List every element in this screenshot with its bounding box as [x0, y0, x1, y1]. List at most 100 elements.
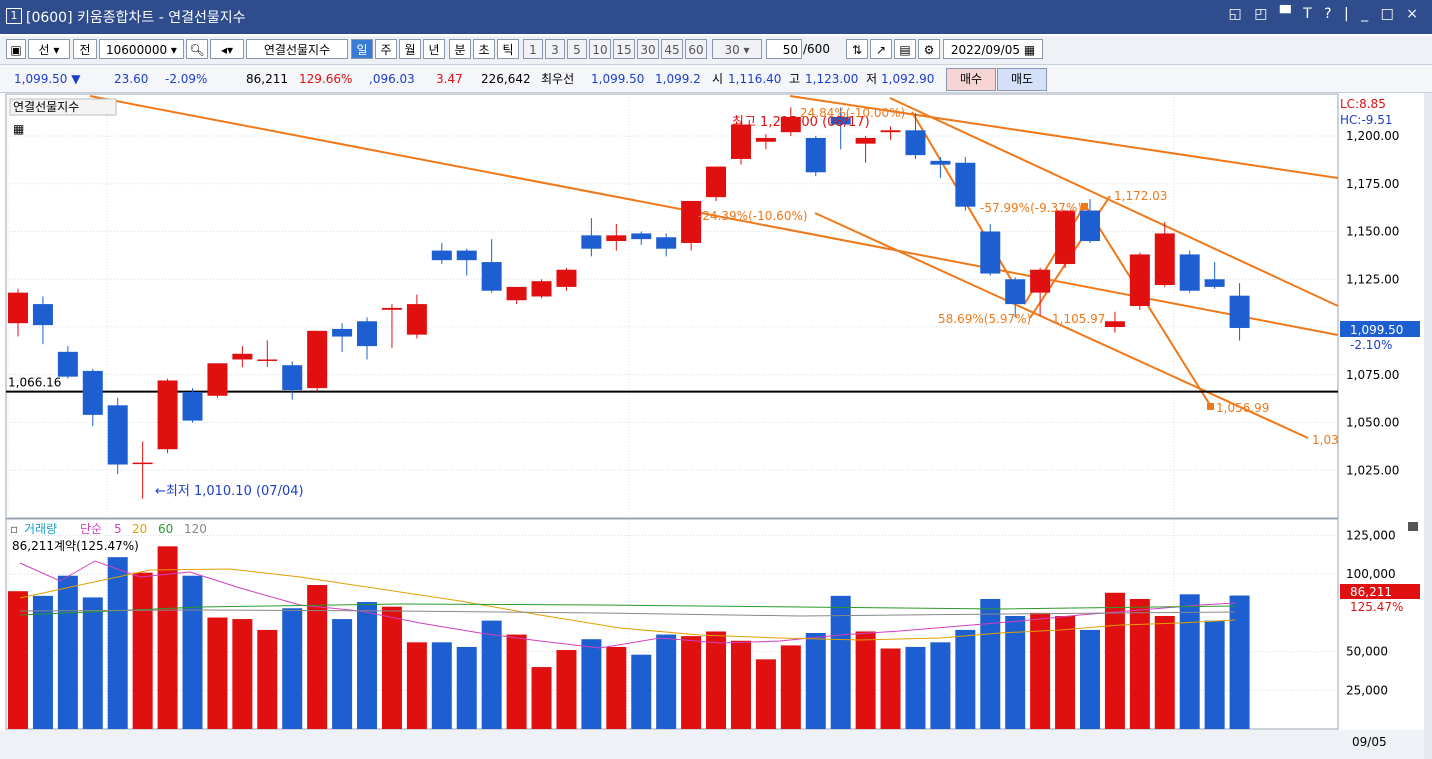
name-field[interactable]: 연결선물지수: [246, 39, 348, 59]
kind-label: 선: [38, 43, 50, 57]
interval-15[interactable]: 15: [613, 39, 635, 59]
max-label: 최고 1,215.00 (08/17): [732, 115, 870, 130]
candle-body: [431, 250, 452, 261]
volume-bar: [357, 602, 378, 729]
volume-bar: [182, 575, 203, 729]
volume-bar: [157, 546, 178, 729]
annotation-2: -24.39%(-10.60%): [698, 209, 808, 223]
save-icon[interactable]: ▤: [894, 39, 916, 59]
interval-60[interactable]: 60: [685, 39, 707, 59]
chart-type-icon[interactable]: ▣: [6, 39, 26, 59]
volume-bar: [730, 640, 751, 729]
right-date-label: 09/05: [1352, 735, 1387, 749]
speaker-icon[interactable]: ◂▾: [210, 39, 244, 59]
volume-bar: [1229, 595, 1250, 729]
search-icon[interactable]: 🔍︎: [186, 39, 208, 59]
tab-year[interactable]: 년: [423, 39, 445, 59]
vertical-scrollbar[interactable]: [1424, 93, 1432, 759]
volume-bar: [531, 667, 552, 729]
candle-body: [955, 162, 976, 207]
current-price-box: [1340, 321, 1420, 337]
candle-body: [706, 166, 727, 198]
value-2: ,096.03: [369, 72, 415, 86]
draw-tool-icon[interactable]: ↗: [870, 39, 892, 59]
table-icon[interactable]: ▦: [13, 122, 24, 136]
volume-tick-label: 100,000: [1346, 567, 1396, 581]
volume-bar: [1129, 598, 1150, 729]
volume-bar: [257, 629, 278, 729]
window-number-icon: 1: [6, 8, 22, 24]
candle-body: [157, 380, 178, 450]
current-pct-label: -2.10%: [1350, 338, 1392, 352]
annotation-7: 1,056.99: [1216, 401, 1269, 415]
pane-close-icon[interactable]: [1408, 522, 1418, 531]
reference-line-label: 1,066.16: [8, 376, 61, 390]
volume-bar: [905, 646, 926, 729]
volume-bar: [1204, 620, 1225, 729]
candle-body: [780, 116, 801, 133]
interval-select[interactable]: 30 ▾: [712, 39, 762, 59]
gear-icon[interactable]: ⚙: [918, 39, 940, 59]
volume-bar: [132, 572, 153, 729]
volume-bar: [556, 650, 577, 729]
interval-3[interactable]: 3: [545, 39, 565, 59]
volume-bar: [1005, 615, 1026, 729]
prev-button[interactable]: 전: [73, 39, 97, 59]
candle-body: [232, 353, 253, 360]
candle-body: [855, 137, 876, 144]
volume-bar: [755, 659, 776, 729]
volume-bar: [32, 595, 53, 729]
volume-bar: [930, 642, 951, 729]
interval-10[interactable]: 10: [589, 39, 611, 59]
sell-button[interactable]: 매도: [997, 68, 1047, 91]
volume-pane-icon[interactable]: ▫: [10, 522, 18, 536]
trendline-channel-top: [889, 97, 1339, 307]
window-controls[interactable]: ◱ ◰ ▀ T ? | _ □ ×: [1228, 6, 1422, 22]
tab-day[interactable]: 일: [351, 39, 373, 59]
annotation-3: -57.99%(-9.37%): [980, 201, 1082, 215]
candle-body: [381, 307, 402, 310]
title-bar: 1 [0600] 키움종합차트 - 연결선물지수 ◱ ◰ ▀ T ? | _ □…: [0, 0, 1432, 34]
toolbar: ▣ 선 ▾ 전 10600000 ▾ 🔍︎ ◂▾ 연결선물지수 일 주 월 년 …: [0, 36, 1432, 65]
candle-body: [332, 328, 353, 337]
volume-bar: [307, 585, 328, 729]
volume-bar: [406, 642, 427, 729]
code-input[interactable]: 10600000 ▾: [99, 39, 184, 59]
volume-bar: [656, 634, 677, 729]
price-chart[interactable]: 1,200.001,175.001,150.001,125.001,100.00…: [0, 93, 1424, 759]
volume-tick-label: 25,000: [1346, 683, 1388, 697]
volume-bar: [8, 591, 28, 729]
candle-body: [905, 130, 926, 156]
open-interest: 226,642: [481, 72, 531, 86]
tab-month[interactable]: 월: [399, 39, 421, 59]
date-input[interactable]: 2022/09/05 ▦: [943, 39, 1043, 59]
candle-body: [357, 321, 378, 347]
kind-select[interactable]: 선 ▾: [28, 39, 70, 59]
count-input[interactable]: 50: [766, 39, 802, 59]
volume-bar: [1104, 592, 1125, 729]
ma-20-label: 20: [132, 522, 147, 536]
date-value: 2022/09/05: [950, 43, 1020, 57]
tab-second[interactable]: 초: [473, 39, 495, 59]
volume-bar: [955, 629, 976, 729]
volume-bar: [107, 557, 128, 729]
volume-bar: [232, 619, 253, 729]
chart-title: 연결선물지수: [13, 100, 79, 114]
high-value: 1,123.00: [805, 72, 859, 86]
indicator-icon[interactable]: ⇅: [846, 39, 868, 59]
buy-button[interactable]: 매수: [946, 68, 996, 91]
interval-45[interactable]: 45: [661, 39, 683, 59]
volume-bar: [805, 633, 826, 729]
tab-week[interactable]: 주: [375, 39, 397, 59]
volume-bar: [980, 598, 1001, 729]
tab-tick[interactable]: 틱: [497, 39, 519, 59]
candle-body: [1079, 210, 1100, 242]
interval-5[interactable]: 5: [567, 39, 587, 59]
interval-30[interactable]: 30: [637, 39, 659, 59]
volume-bar: [1154, 615, 1175, 729]
volume-bar: [1030, 612, 1051, 729]
candle-body: [830, 116, 851, 125]
interval-1[interactable]: 1: [523, 39, 543, 59]
tab-minute[interactable]: 분: [449, 39, 471, 59]
open-value: 1,116.40: [728, 72, 782, 86]
